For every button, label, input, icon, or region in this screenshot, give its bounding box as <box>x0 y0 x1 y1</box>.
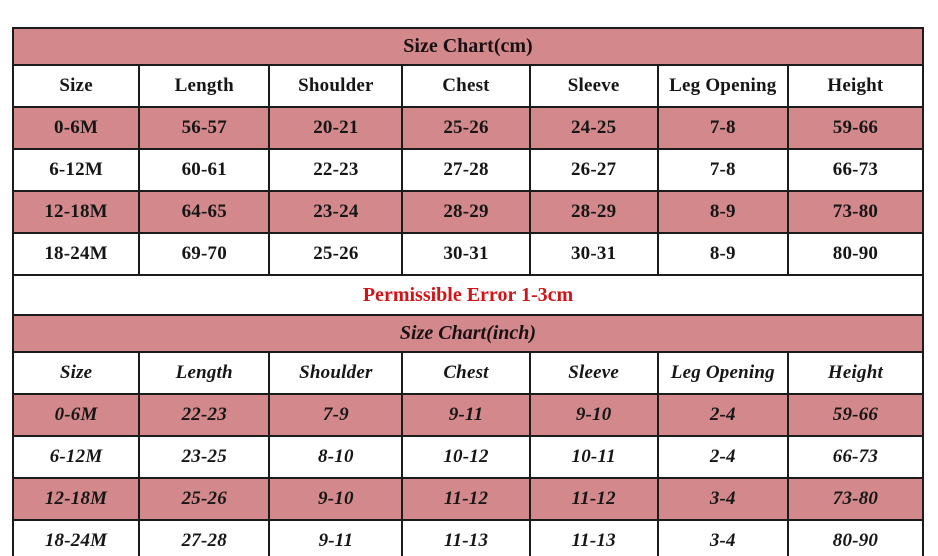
size-label-cell: 6-12M <box>14 437 141 477</box>
measurement-cell: 73-80 <box>832 201 879 222</box>
cm-row-12-18m: 12-18M 64-65 23-24 28-29 28-29 8-9 73-80 <box>14 192 922 234</box>
column-header-length: Length <box>140 66 271 106</box>
measurement-cell: 25-26 <box>140 479 271 519</box>
measurement-cell: 66-73 <box>832 159 879 180</box>
measurement-cell: 59-66 <box>832 404 879 425</box>
inch-data-rows: 0-6M 22-23 7-9 9-11 9-10 2-4 59-66 6-12M 23-25 8-… <box>14 395 922 556</box>
cm-row-18-24m: 18-24M 69-70 25-26 30-31 30-31 8-9 80-90 <box>14 234 922 276</box>
measurement-cell: 22-23 <box>140 395 271 435</box>
column-header-shoulder: Shoulder <box>270 353 404 393</box>
column-header-length: Length <box>140 353 271 393</box>
inch-row-6-12m: 6-12M 23-25 8-10 10-12 10-11 2-4 66-73 <box>14 437 922 479</box>
measurement-cell: 9-11 <box>270 521 404 556</box>
measurement-cell: 9-10 <box>270 479 404 519</box>
measurement-cell: 27-28 <box>140 521 271 556</box>
measurement-cell: 30-31 <box>403 234 531 274</box>
measurement-cell: 8-9 <box>659 192 789 232</box>
measurement-cell: 3-4 <box>659 479 789 519</box>
measurement-cell: 66-73 <box>832 446 879 467</box>
size-label-cell: 6-12M <box>14 150 141 190</box>
column-header-height: Height <box>827 362 883 383</box>
column-header-size: Size <box>14 353 141 393</box>
measurement-cell: 10-12 <box>403 437 531 477</box>
size-label-cell: 18-24M <box>14 521 141 556</box>
size-chart-table: Size Chart(cm) Size Length Shoulder Chest Sl… <box>12 27 924 556</box>
cm-row-0-6m: 0-6M 56-57 20-21 25-26 24-25 7-8 59-66 <box>14 108 922 150</box>
measurement-cell: 2-4 <box>659 437 789 477</box>
measurement-cell: 10-11 <box>531 437 659 477</box>
measurement-cell: 7-9 <box>270 395 404 435</box>
measurement-cell: 73-80 <box>832 488 879 509</box>
cm-table-title: Size Chart(cm) <box>14 29 922 66</box>
measurement-cell: 59-66 <box>832 117 879 138</box>
permissible-error-note: Permissible Error 1-3cm <box>14 276 922 316</box>
column-header-sleeve: Sleeve <box>531 353 659 393</box>
measurement-cell: 23-24 <box>270 192 404 232</box>
column-header-height: Height <box>827 75 884 96</box>
measurement-cell: 60-61 <box>140 150 271 190</box>
measurement-cell: 24-25 <box>531 108 659 148</box>
inch-row-0-6m: 0-6M 22-23 7-9 9-11 9-10 2-4 59-66 <box>14 395 922 437</box>
inch-table-title: Size Chart(inch) <box>14 316 922 353</box>
measurement-cell: 80-90 <box>832 530 879 551</box>
measurement-cell: 25-26 <box>403 108 531 148</box>
measurement-cell: 9-11 <box>403 395 531 435</box>
measurement-cell: 11-13 <box>403 521 531 556</box>
measurement-cell: 11-13 <box>531 521 659 556</box>
inch-row-12-18m: 12-18M 25-26 9-10 11-12 11-12 3-4 73-80 <box>14 479 922 521</box>
measurement-cell: 30-31 <box>531 234 659 274</box>
measurement-cell: 20-21 <box>270 108 404 148</box>
measurement-cell: 23-25 <box>140 437 271 477</box>
measurement-cell: 11-12 <box>531 479 659 519</box>
measurement-cell: 69-70 <box>140 234 271 274</box>
measurement-cell: 56-57 <box>140 108 271 148</box>
column-header-size: Size <box>14 66 141 106</box>
measurement-cell: 11-12 <box>403 479 531 519</box>
measurement-cell: 64-65 <box>140 192 271 232</box>
size-label-cell: 0-6M <box>14 108 141 148</box>
size-label-cell: 12-18M <box>14 192 141 232</box>
column-header-chest: Chest <box>403 66 531 106</box>
measurement-cell: 80-90 <box>832 243 879 264</box>
cm-header-row: Size Length Shoulder Chest Sleeve Leg Opening… <box>14 66 922 108</box>
size-label-cell: 12-18M <box>14 479 141 519</box>
size-label-cell: 18-24M <box>14 234 141 274</box>
size-label-cell: 0-6M <box>14 395 141 435</box>
measurement-cell: 26-27 <box>531 150 659 190</box>
cm-row-6-12m: 6-12M 60-61 22-23 27-28 26-27 7-8 66-73 <box>14 150 922 192</box>
measurement-cell: 2-4 <box>659 395 789 435</box>
measurement-cell: 22-23 <box>270 150 404 190</box>
measurement-cell: 9-10 <box>531 395 659 435</box>
inch-header-row: Size Length Shoulder Chest Sleeve Leg Opening… <box>14 353 922 395</box>
measurement-cell: 8-9 <box>659 234 789 274</box>
column-header-leg-opening: Leg Opening <box>659 353 789 393</box>
measurement-cell: 28-29 <box>531 192 659 232</box>
measurement-cell: 25-26 <box>270 234 404 274</box>
cm-data-rows: 0-6M 56-57 20-21 25-26 24-25 7-8 59-66 6-12M 60-… <box>14 108 922 276</box>
column-header-shoulder: Shoulder <box>270 66 404 106</box>
measurement-cell: 28-29 <box>403 192 531 232</box>
column-header-chest: Chest <box>403 353 531 393</box>
measurement-cell: 8-10 <box>270 437 404 477</box>
measurement-cell: 3-4 <box>659 521 789 556</box>
column-header-leg-opening: Leg Opening <box>659 66 789 106</box>
measurement-cell: 7-8 <box>659 108 789 148</box>
inch-row-18-24m: 18-24M 27-28 9-11 11-13 11-13 3-4 80-90 <box>14 521 922 556</box>
measurement-cell: 27-28 <box>403 150 531 190</box>
measurement-cell: 7-8 <box>659 150 789 190</box>
column-header-sleeve: Sleeve <box>531 66 659 106</box>
